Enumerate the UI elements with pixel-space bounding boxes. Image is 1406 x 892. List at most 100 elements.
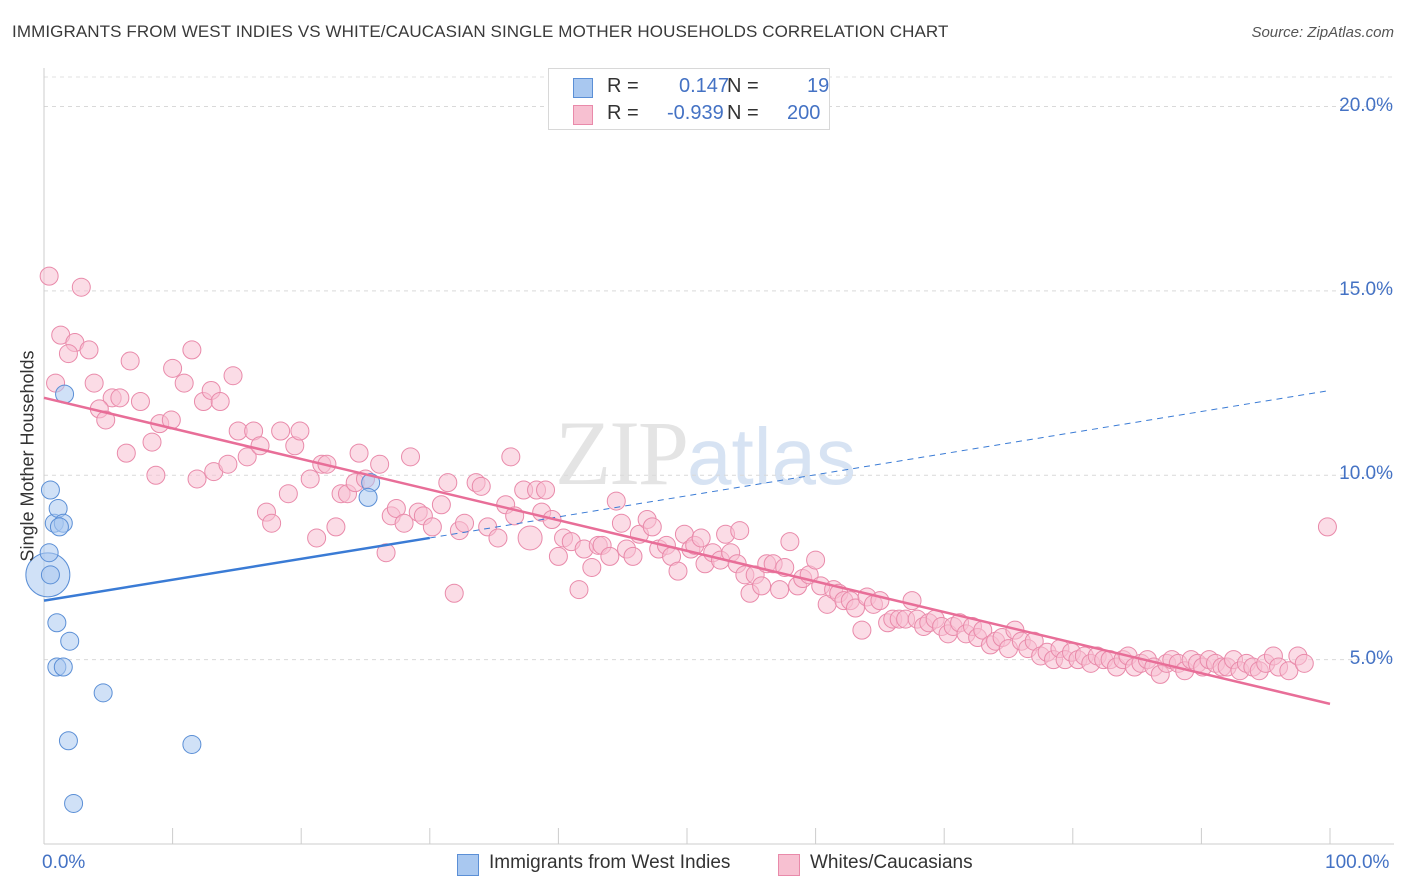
source-label: Source: ZipAtlas.com bbox=[1251, 24, 1394, 41]
series-legend: Immigrants from West Indies Whites/Cauca… bbox=[0, 852, 1406, 878]
whites-point-18 bbox=[146, 465, 166, 485]
west-indies-point-16 bbox=[358, 487, 378, 507]
west-indies-point-2 bbox=[40, 480, 60, 500]
west-indies-point-1 bbox=[39, 543, 59, 563]
whites-point-34 bbox=[262, 513, 282, 533]
whites-point-49 bbox=[370, 454, 390, 474]
whites-point-24 bbox=[210, 392, 230, 411]
r-value: -0.939 bbox=[667, 102, 724, 124]
whites-point-195 bbox=[1279, 661, 1299, 681]
west-indies-point-4 bbox=[47, 613, 67, 633]
west-indies-point-12 bbox=[64, 793, 84, 813]
whites-point-197 bbox=[1294, 653, 1314, 673]
west-indies-trend-line bbox=[43, 536, 431, 602]
whites-point-88 bbox=[623, 546, 643, 566]
legend-swatch-blue bbox=[573, 78, 593, 98]
whites-point-39 bbox=[300, 469, 320, 489]
whites-point-38 bbox=[290, 421, 310, 441]
whites-point-110 bbox=[752, 576, 772, 596]
r-label: R = bbox=[607, 75, 639, 97]
chart-title: IMMIGRANTS FROM WEST INDIES VS WHITE/CAU… bbox=[12, 22, 949, 41]
whites-point-14 bbox=[116, 443, 136, 463]
legend-label: Whites/Caucasians bbox=[810, 852, 973, 873]
whites-point-76 bbox=[548, 546, 568, 566]
whites-point-53 bbox=[394, 513, 414, 533]
whites-point-13 bbox=[96, 410, 116, 430]
y-tick-label: 5.0% bbox=[1349, 647, 1393, 669]
whites-point-106 bbox=[730, 521, 750, 541]
whites-point-58 bbox=[431, 495, 451, 515]
whites-point-1 bbox=[71, 277, 91, 297]
whites-point-5 bbox=[79, 340, 99, 360]
whites-point-50 bbox=[376, 543, 396, 563]
legend-swatch-pink bbox=[573, 105, 593, 125]
whites-point-36 bbox=[278, 484, 298, 504]
legend-swatch-blue bbox=[457, 854, 479, 876]
whites-point-95 bbox=[668, 561, 688, 581]
west-indies-point-11 bbox=[58, 731, 78, 751]
stats-legend: R = 0.147 N = 19 R = -0.939 N = 200 bbox=[548, 68, 830, 130]
whites-point-119 bbox=[806, 550, 826, 570]
whites-point-26 bbox=[187, 469, 207, 489]
whites-trend-line bbox=[43, 396, 1331, 706]
whites-point-30 bbox=[237, 447, 257, 467]
whites-point-0 bbox=[39, 266, 59, 286]
r-label: R = bbox=[607, 102, 639, 124]
whites-point-25 bbox=[223, 366, 243, 386]
watermark-atlas: atlas bbox=[687, 412, 856, 501]
whites-point-9 bbox=[110, 388, 130, 408]
whites-point-15 bbox=[142, 432, 162, 452]
whites-point-99 bbox=[691, 528, 711, 548]
n-value: 19 bbox=[807, 75, 830, 97]
x-tick-label-min: 0.0% bbox=[42, 852, 86, 873]
whites-point-74 bbox=[536, 480, 556, 500]
whites-point-66 bbox=[488, 528, 508, 548]
west-indies-point-17 bbox=[40, 565, 60, 585]
whites-point-71 bbox=[517, 525, 543, 551]
whites-point-81 bbox=[582, 557, 602, 577]
west-indies-point-13 bbox=[93, 683, 113, 703]
whites-point-28 bbox=[218, 454, 238, 474]
whites-point-91 bbox=[642, 517, 662, 537]
y-tick-label: 10.0% bbox=[1339, 463, 1393, 485]
n-label: N = bbox=[727, 102, 759, 124]
whites-point-19 bbox=[163, 358, 183, 378]
whites-point-85 bbox=[606, 491, 626, 511]
whites-point-35 bbox=[271, 421, 291, 441]
whites-point-84 bbox=[600, 546, 620, 566]
whites-point-115 bbox=[780, 532, 800, 552]
n-value: 200 bbox=[787, 102, 821, 124]
watermark-zip: ZIP bbox=[555, 402, 689, 504]
legend-label: Immigrants from West Indies bbox=[489, 852, 731, 873]
y-tick-label: 20.0% bbox=[1339, 94, 1393, 116]
whites-point-20 bbox=[174, 373, 194, 393]
whites-point-68 bbox=[501, 447, 521, 467]
watermark: ZIPatlas bbox=[555, 400, 856, 506]
whites-point-64 bbox=[471, 476, 491, 496]
legend-swatch-pink bbox=[778, 854, 800, 876]
whites-point-198 bbox=[1317, 517, 1337, 537]
whites-point-127 bbox=[852, 620, 872, 640]
whites-point-52 bbox=[386, 498, 406, 518]
whites-point-59 bbox=[438, 473, 458, 493]
west-indies-trend-extension bbox=[429, 389, 1331, 539]
y-tick-label: 15.0% bbox=[1339, 278, 1393, 300]
whites-point-10 bbox=[120, 351, 140, 371]
whites-point-57 bbox=[422, 517, 442, 537]
whites-point-126 bbox=[845, 598, 865, 618]
whites-point-11 bbox=[130, 392, 150, 411]
west-indies-point-18 bbox=[49, 517, 69, 537]
y-axis-label: Single Mother Households bbox=[17, 350, 38, 562]
west-indies-point-14 bbox=[182, 734, 202, 754]
whites-point-43 bbox=[326, 517, 346, 537]
x-tick-label-max: 100.0% bbox=[1325, 852, 1390, 873]
west-indies-point-8 bbox=[53, 657, 73, 677]
whites-point-60 bbox=[444, 583, 464, 603]
whites-point-7 bbox=[84, 373, 104, 393]
whites-point-40 bbox=[307, 528, 327, 548]
whites-point-21 bbox=[182, 340, 202, 360]
n-label: N = bbox=[727, 75, 759, 97]
whites-point-62 bbox=[455, 513, 475, 533]
whites-point-113 bbox=[770, 580, 790, 600]
r-value: 0.147 bbox=[679, 75, 730, 97]
